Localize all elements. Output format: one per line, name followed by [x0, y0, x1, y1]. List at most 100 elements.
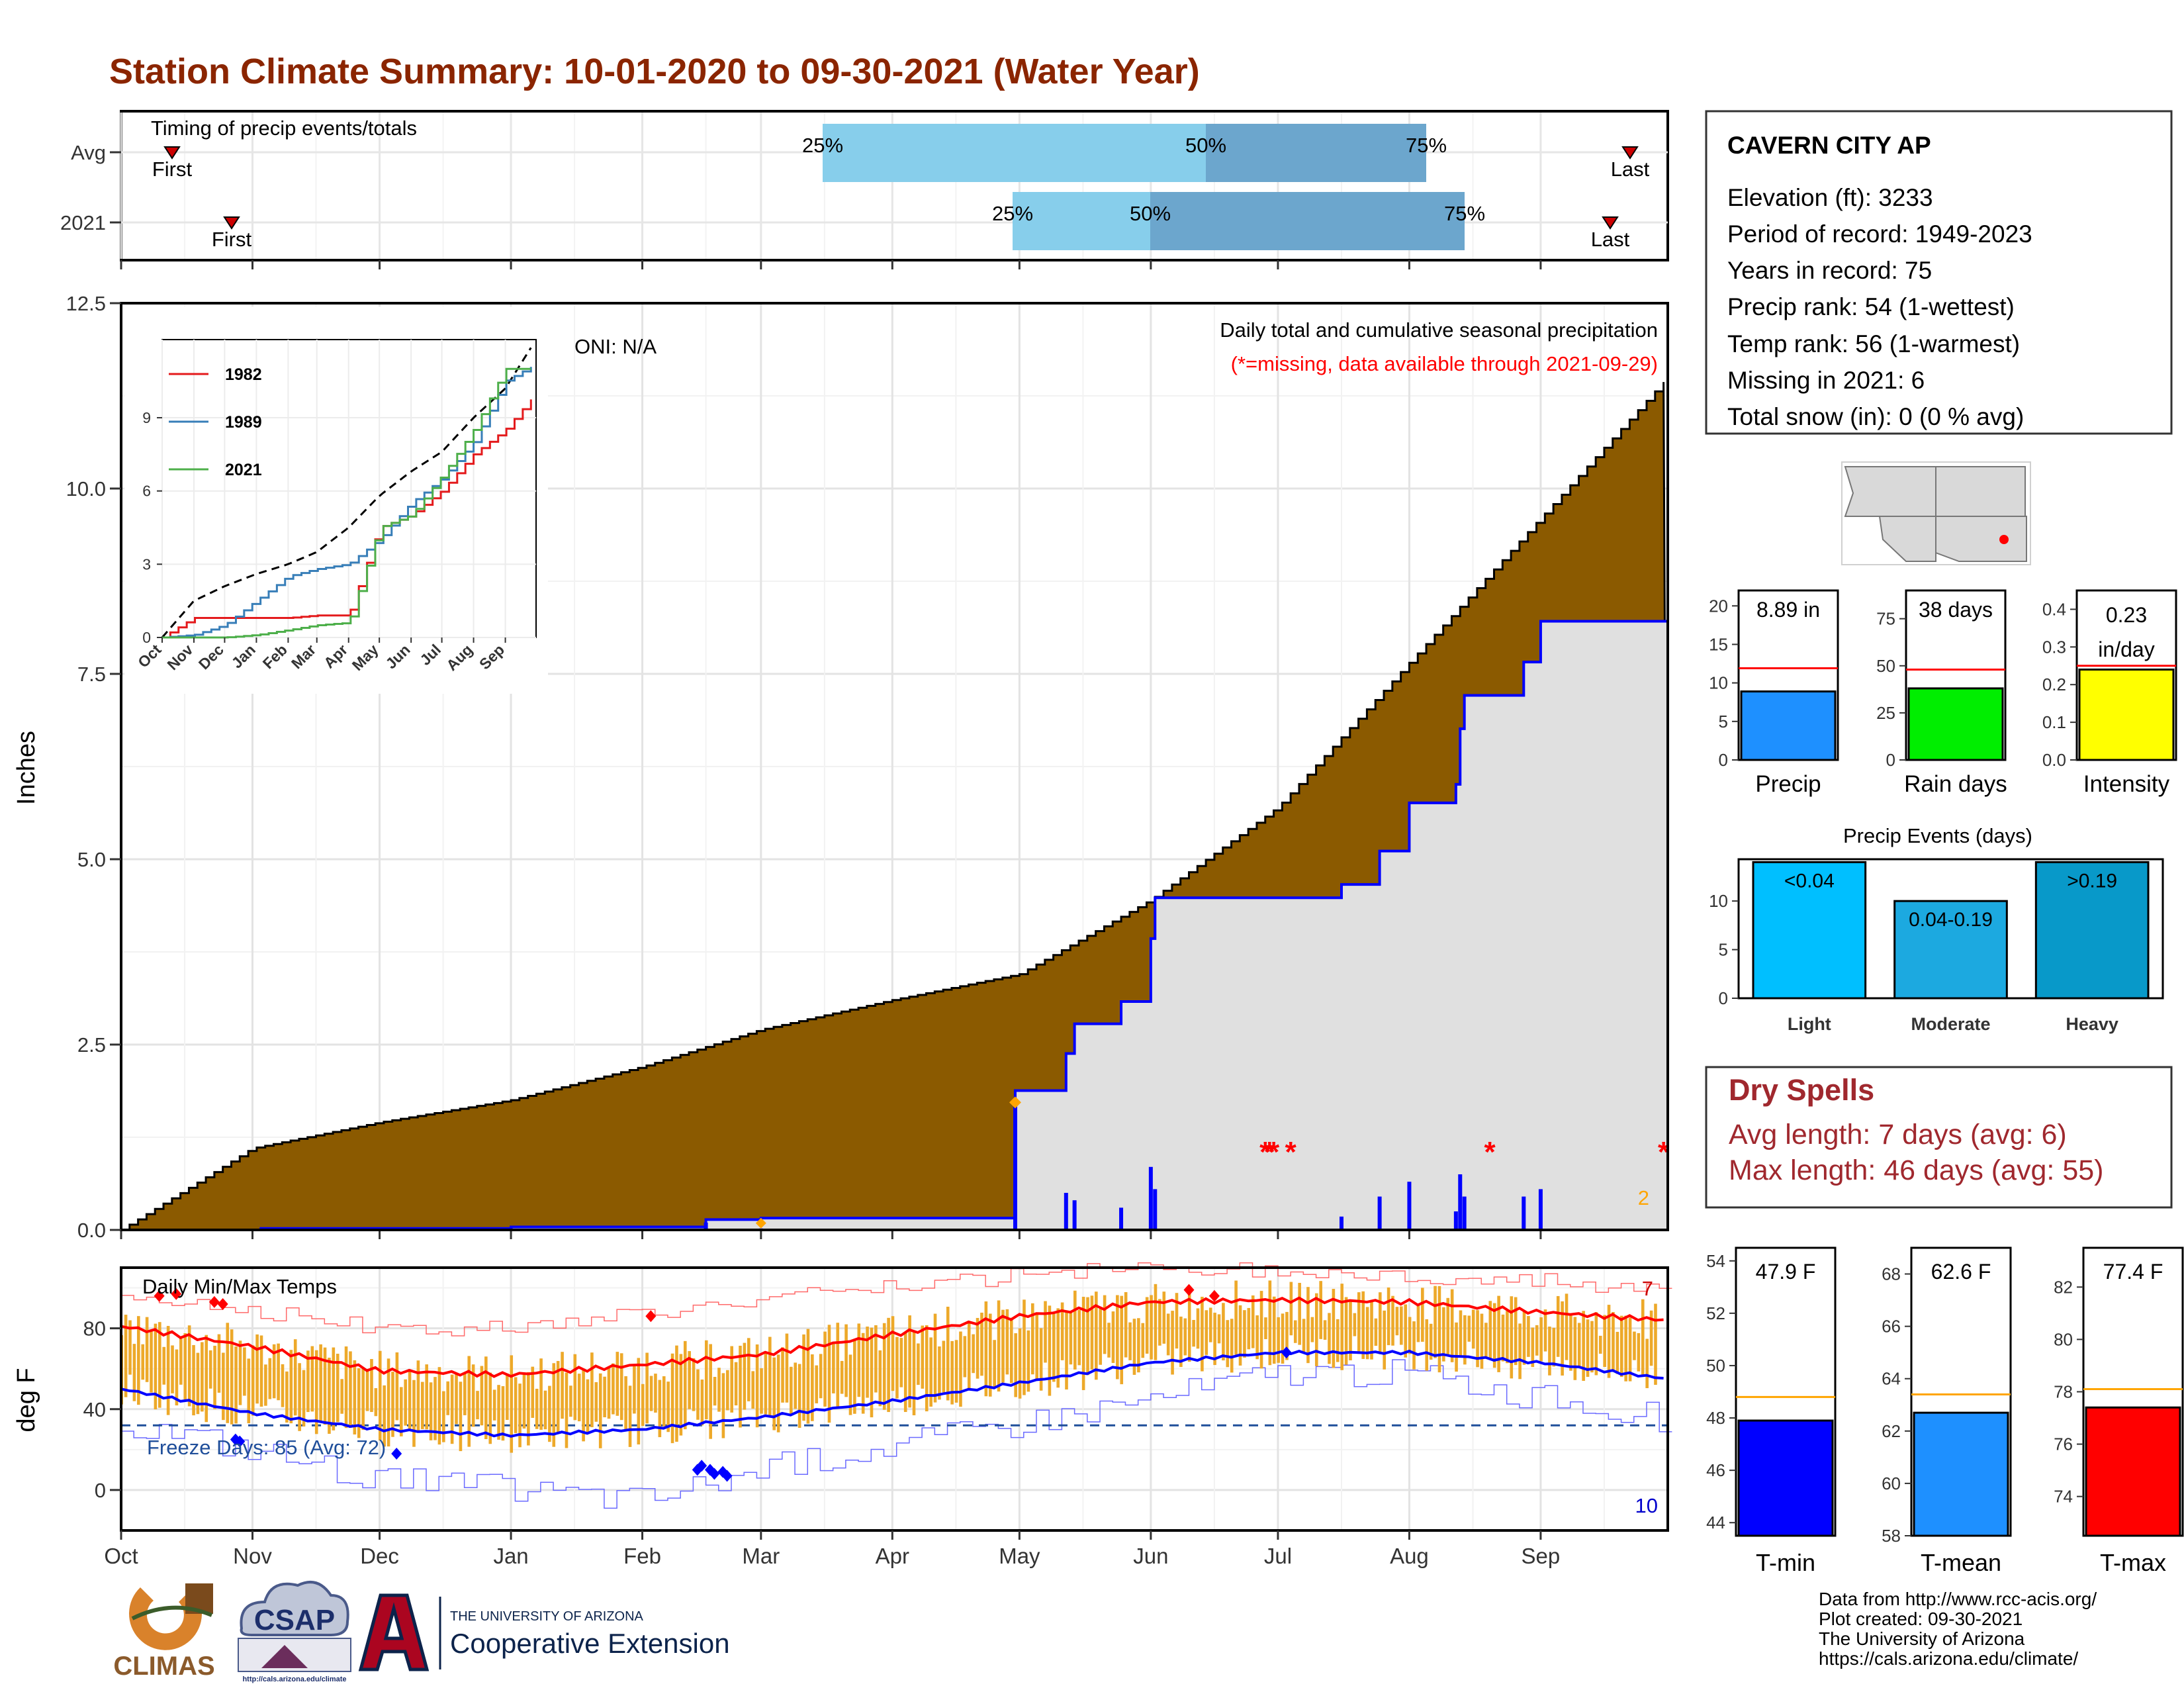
temp-bar-tick-label: 62 [1882, 1421, 1901, 1441]
month-axis-label: Jul [1264, 1544, 1292, 1568]
daily-temp-bar [183, 1333, 187, 1400]
daily-temp-bar [349, 1351, 352, 1428]
daily-temp-bar [577, 1374, 581, 1422]
daily-temp-bar [446, 1381, 450, 1415]
precip-events-tick-label: 0 [1719, 988, 1728, 1008]
climas-logo: CLIMAS [113, 1583, 215, 1681]
daily-temp-bar [1590, 1321, 1594, 1373]
daily-temp-bar [781, 1347, 784, 1403]
daily-temp-bar [1365, 1307, 1369, 1360]
daily-temp-bar [666, 1382, 670, 1432]
daily-temp-bar [764, 1352, 768, 1415]
csap-url: http://cals.arizona.edu/climate [242, 1675, 346, 1683]
daily-temp-bar [1425, 1319, 1429, 1371]
temp-bar-tick-label: 60 [1882, 1474, 1901, 1493]
daily-temp-bar [1408, 1317, 1412, 1354]
credit-line-4: https://cals.arizona.edu/climate/ [1819, 1648, 2078, 1669]
temp-bar-tick-label: 82 [2054, 1277, 2073, 1297]
daily-temp-bar [255, 1334, 259, 1404]
daily-temp-bar [277, 1343, 280, 1401]
avg-max-line [120, 1296, 1664, 1378]
daily-temp-bar [1446, 1297, 1450, 1355]
mini-bar-tick-label: 20 [1709, 596, 1728, 616]
locator-map [1841, 461, 2031, 565]
station-info-box: CAVERN CITY AP Elevation (ft): 3233 Peri… [1705, 110, 2173, 435]
daily-temp-bar [717, 1368, 721, 1412]
daily-temp-bar [1293, 1320, 1297, 1343]
timing-p25-label: 25% [992, 202, 1033, 225]
daily-temp-bar [1056, 1308, 1060, 1388]
daily-temp-bar [654, 1374, 657, 1413]
station-missing: Missing in 2021: 6 [1727, 367, 1925, 394]
daily-temp-bar [1476, 1310, 1479, 1368]
daily-temp-bar [696, 1369, 700, 1420]
daily-temp-bar [734, 1362, 738, 1406]
daily-temp-bar [658, 1380, 662, 1438]
daily-temp-bar [1018, 1328, 1022, 1399]
daily-temp-bar [488, 1372, 492, 1444]
daily-temp-bar [1598, 1335, 1602, 1354]
daily-temp-bar [1480, 1313, 1484, 1369]
temp-bar-tick-label: 68 [1882, 1264, 1901, 1284]
daily-precip-bar [1148, 1166, 1153, 1230]
month-axis-label: Aug [1390, 1544, 1429, 1568]
temp-bar-tick-label: 80 [2054, 1329, 2073, 1349]
month-axis-label: Sep [1522, 1544, 1561, 1568]
daily-temp-bar [1412, 1321, 1416, 1370]
precip-events-tick-label: 5 [1719, 940, 1728, 960]
daily-temp-bar [1501, 1314, 1505, 1362]
daily-temp-bar [187, 1325, 191, 1407]
precip-y-tick-label: 5.0 [77, 848, 106, 871]
daily-temp-bar [1437, 1286, 1441, 1373]
timing-marker-triangle [223, 216, 240, 230]
daily-temp-bar [1217, 1314, 1221, 1344]
daily-temp-bar [942, 1340, 946, 1393]
climas-logo-text: CLIMAS [113, 1652, 214, 1681]
daily-temp-bar [1314, 1293, 1318, 1366]
daily-temp-bar [797, 1364, 801, 1428]
daily-temp-bar [1492, 1303, 1496, 1368]
timing-bar-50-75-0 [1206, 124, 1426, 182]
temperature-bar-charts: 44 46 48 50 52 54 47.9 F T-min 58 60 62 64 66 68 62.6 … [1706, 1246, 2184, 1576]
daily-temp-bar [1128, 1322, 1132, 1360]
daily-temp-bar [704, 1340, 708, 1420]
record-low-marker [696, 1460, 707, 1472]
daily-temp-bar [649, 1376, 653, 1411]
record-high-line [121, 1262, 1672, 1336]
daily-temp-bar [365, 1368, 369, 1411]
daily-temp-bar [823, 1331, 827, 1407]
daily-temp-bar [247, 1358, 251, 1424]
daily-temp-bar [612, 1363, 615, 1415]
daily-temp-bar [1243, 1310, 1246, 1358]
daily-temp-bar [1548, 1327, 1551, 1376]
daily-temp-bar [874, 1325, 878, 1393]
daily-temp-bar [1340, 1284, 1343, 1370]
daily-temp-bar [1196, 1308, 1200, 1349]
precip-y-axis-label: Inches [13, 731, 40, 805]
daily-temp-bar [1645, 1338, 1649, 1389]
daily-temp-bar [1035, 1313, 1038, 1380]
daily-temp-bar [1539, 1317, 1543, 1362]
inset-avg-line [161, 347, 532, 638]
daily-temp-bar [1137, 1318, 1140, 1373]
daily-temp-bar [208, 1350, 212, 1389]
daily-temp-bar [442, 1391, 445, 1442]
daily-temp-bar [556, 1360, 560, 1433]
daily-temp-bar [1111, 1311, 1115, 1363]
temp-bar-category-label: T-max [2100, 1549, 2166, 1576]
daily-temp-bar [124, 1315, 128, 1397]
daily-temp-bar [1383, 1310, 1387, 1370]
daily-temp-bar [1543, 1309, 1547, 1352]
daily-temp-bar [739, 1345, 742, 1428]
daily-temp-bar [285, 1371, 289, 1423]
daily-temp-bar [637, 1358, 641, 1445]
daily-temp-bar [251, 1345, 255, 1416]
daily-temp-bar [1238, 1305, 1242, 1366]
daily-temp-bar [573, 1354, 577, 1421]
daily-temp-bar [878, 1350, 882, 1407]
daily-temp-bar [476, 1391, 479, 1420]
record-high-marker [645, 1310, 657, 1323]
dry-spells-title: Dry Spells [1729, 1073, 1874, 1107]
record-low-count: 10 [1635, 1494, 1658, 1517]
daily-temp-bar [1569, 1314, 1572, 1371]
